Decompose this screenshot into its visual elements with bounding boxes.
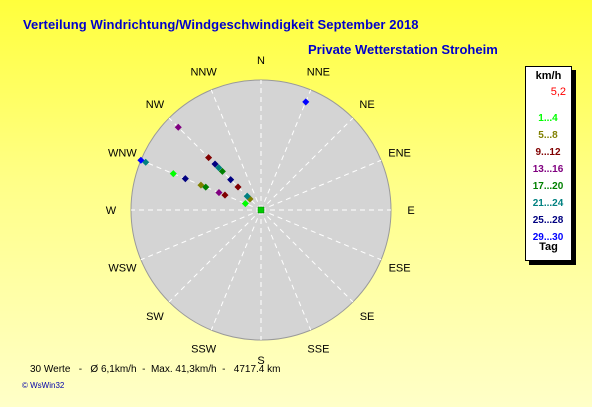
direction-label-n: N (257, 55, 265, 67)
spoke-sse (260, 209, 312, 331)
legend-header: km/h (535, 70, 562, 82)
point-912-1 (221, 191, 229, 199)
direction-label-sse: SSE (307, 344, 329, 356)
legend-range-5: 17...20 (532, 181, 564, 192)
point-1316-1 (215, 189, 223, 197)
direction-label-ne: NE (359, 99, 374, 111)
direction-label-e: E (407, 205, 414, 217)
spoke-ese (260, 209, 382, 261)
point-2124-1 (215, 164, 223, 172)
legend-range-8: 29...30 (532, 232, 564, 243)
legend-range-1: 1...4 (538, 113, 558, 124)
wind-rose-plot: N NNE NE ENE E ESE SE SSE S SSW SW WSW W WNW NW NNW (106, 55, 415, 367)
point-2930-0 (302, 98, 310, 106)
point-1720-1 (202, 183, 210, 191)
direction-label-se: SE (360, 311, 375, 323)
legend-footer: Tag (539, 241, 558, 253)
spoke-sw (168, 209, 262, 303)
direction-label-nne: NNE (307, 66, 330, 78)
legend-range-4: 13...16 (532, 164, 564, 175)
spoke-nnw (210, 89, 262, 211)
speed-legend: km/h 5,2 1...4 5...8 9...12 13...16 17..… (525, 66, 572, 261)
direction-label-nw: NW (146, 99, 165, 111)
point-2528-2 (227, 176, 235, 184)
legend-main-value: 5,2 (550, 86, 566, 98)
chart-subtitle: Private Wetterstation Stroheim (308, 42, 498, 57)
direction-label-sw: SW (146, 311, 164, 323)
legend-range-2: 5...8 (538, 130, 558, 141)
direction-label-ese: ESE (389, 262, 411, 274)
spoke-se (260, 209, 354, 303)
point-912-2 (234, 183, 242, 191)
direction-spokes (131, 80, 391, 340)
direction-label-ssw: SSW (191, 344, 217, 356)
spoke-ne (260, 117, 354, 211)
point-14-0 (169, 170, 177, 178)
legend-range-6: 21...24 (532, 198, 564, 209)
point-2930-1 (137, 156, 145, 164)
spoke-ssw (210, 209, 262, 331)
direction-label-nnw: NNW (190, 66, 217, 78)
direction-label-ene: ENE (388, 148, 411, 160)
point-2528-1 (181, 175, 189, 183)
legend-range-3: 9...12 (535, 147, 561, 158)
calm-center-marker (257, 206, 265, 214)
spoke-wsw (140, 209, 262, 261)
point-1316-0 (174, 123, 182, 131)
spoke-nne (260, 89, 312, 211)
direction-label-wsw: WSW (108, 262, 137, 274)
summary-stats: 30 Werte - Ø 6,1km/h - Max. 41,3km/h - 4… (30, 364, 281, 375)
point-14-1 (241, 199, 249, 208)
chart-title: Verteilung Windrichtung/Windgeschwindigk… (23, 17, 419, 32)
direction-label-wnw: WNW (108, 148, 137, 160)
direction-labels: N NNE NE ENE E ESE SE SSE S SSW SW WSW W WNW NW NNW (106, 55, 415, 367)
data-points (137, 98, 310, 208)
direction-label-s: S (257, 355, 264, 367)
point-2528-0 (211, 160, 219, 168)
point-1720-0 (218, 167, 226, 175)
point-2124-2 (243, 192, 251, 200)
legend-range-7: 25...28 (532, 215, 564, 226)
point-912-0 (205, 154, 213, 162)
copyright-note: © WsWin32 (22, 381, 65, 390)
direction-label-w: W (106, 205, 117, 217)
spoke-ene (260, 159, 382, 211)
